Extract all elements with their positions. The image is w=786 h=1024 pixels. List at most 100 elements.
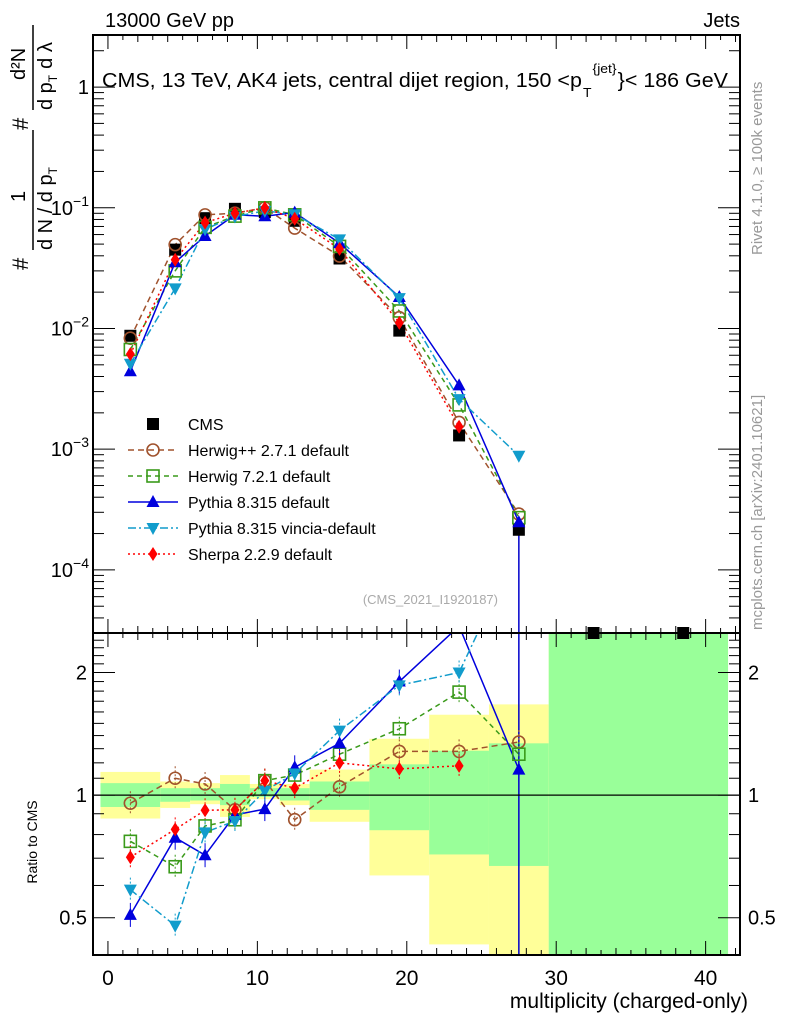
point-ratio-herwig-7-2-1-default <box>392 721 407 736</box>
axes: 0 10 20 30 40 1 10−1 10−2 10−3 10−4 2 2 1 1 0.5 0.5 <box>51 34 776 990</box>
line-main-pythia-8-315-default <box>129 211 520 523</box>
point-ratio-sherpa-2-2-9-default <box>125 850 135 865</box>
y-label-hash-2: # <box>8 117 33 130</box>
header-right: Jets <box>703 10 740 32</box>
ratio-y-tick-label-left: 2 <box>76 662 87 684</box>
y-label-hash-1: # <box>8 257 33 270</box>
point-ratio-pythia-8-315-vincia-default <box>198 827 212 840</box>
y-tick-label: 10−4 <box>51 555 89 582</box>
legend-marker-icon <box>148 547 158 561</box>
point-ratio-pythia-8-315-default <box>168 830 182 843</box>
title-sup: {jet} <box>593 61 618 76</box>
point-ratio-sherpa-2-2-9-default <box>170 822 180 837</box>
ratio-y-tick-label-right: 0.5 <box>748 908 776 930</box>
y-tick-label: 10−2 <box>51 313 89 340</box>
point-ratio-pythia-8-315-vincia-default <box>288 768 302 781</box>
point-main-pythia-8-315-vincia-default <box>452 394 466 407</box>
point-ratio-pythia-8-315-vincia-default <box>228 815 242 828</box>
ratio-y-tick-label-right: 2 <box>748 662 759 684</box>
x-axis-label: multiplicity (charged-only) <box>510 990 748 1013</box>
series-lines <box>129 207 520 955</box>
y-label-numerator: d²N <box>8 48 30 80</box>
point-main-sherpa-2-2-9-default <box>335 241 345 256</box>
point-main-sherpa-2-2-9-default <box>290 211 300 226</box>
y-tick-label: 10−3 <box>51 434 89 461</box>
line-main-sherpa-2-2-9-default <box>129 207 460 428</box>
title-sub: T <box>583 85 592 100</box>
point-main-pythia-8-315-vincia-default <box>168 283 182 296</box>
title-end: }< 186 GeV <box>618 70 729 92</box>
x-tick-label: 30 <box>545 967 568 990</box>
point-main-pythia-8-315-vincia-default <box>392 293 406 306</box>
ratio-y-tick-label-left: 1 <box>76 785 87 807</box>
x-tick-label: 10 <box>246 967 269 990</box>
point-ratio-herwig-7-2-1-default <box>512 747 526 762</box>
legend-marker-icon <box>146 495 160 507</box>
ratio-bands <box>100 633 729 955</box>
point-ratio-pythia-8-315-vincia-default <box>168 920 182 933</box>
point-ratio-pythia-8-315-default <box>512 762 526 775</box>
point-ratio-sherpa-2-2-9-default <box>335 755 345 770</box>
point-main-pythia-8-315-default <box>452 378 466 391</box>
y-label-one: 1 <box>8 191 30 202</box>
point-ratio-herwig-2-7-1-default <box>168 771 182 786</box>
point-ratio-pythia-8-315-vincia-default <box>452 667 466 680</box>
point-ratio-pythia-8-315-vincia-default <box>392 680 406 693</box>
cms-point <box>169 243 182 256</box>
point-ratio-sherpa-2-2-9-default <box>260 773 270 788</box>
point-ratio-pythia-8-315-default <box>123 907 137 920</box>
legend-label: CMS <box>188 417 224 434</box>
line-main-pythia-8-315-vincia-default <box>129 210 520 457</box>
cms-point <box>393 324 406 337</box>
x-tick-label: 40 <box>694 967 717 990</box>
legend-label: Herwig 7.2.1 default <box>188 469 331 486</box>
line-main-herwig-7-2-1-default <box>129 207 520 518</box>
point-ratio-pythia-8-315-default <box>333 736 347 749</box>
legend-marker-icon <box>146 443 160 457</box>
legend-label: Pythia 8.315 default <box>188 495 330 512</box>
legend-entry: Pythia 8.315 default <box>128 495 330 512</box>
point-main-herwig-2-7-1-default <box>168 237 182 252</box>
line-main-herwig-2-7-1-default <box>129 207 520 515</box>
point-ratio-herwig-2-7-1-default <box>123 796 138 811</box>
band-stat <box>548 633 729 955</box>
point-ratio-sherpa-2-2-9-default <box>394 761 404 776</box>
ratio-y-tick-label-right: 1 <box>748 785 759 807</box>
y-label-denominator-2: d pTd λ <box>35 42 60 110</box>
legend-marker-icon <box>146 523 160 535</box>
point-main-sherpa-2-2-9-default <box>260 200 270 215</box>
plot-title: CMS, 13 TeV, AK4 jets, central dijet reg… <box>102 61 729 100</box>
legend-entry: CMS <box>147 417 224 434</box>
series-markers <box>123 200 690 933</box>
point-ratio-sherpa-2-2-9-default <box>230 802 240 817</box>
point-ratio-pythia-8-315-vincia-default <box>258 785 272 798</box>
point-main-pythia-8-315-vincia-default <box>198 224 212 237</box>
point-ratio-sherpa-2-2-9-default <box>290 781 300 796</box>
analysis-id: (CMS_2021_I1920187) <box>363 592 498 607</box>
header-left: 13000 GeV pp <box>105 10 234 32</box>
point-ratio-sherpa-2-2-9-default <box>200 803 210 818</box>
legend-label: Pythia 8.315 vincia-default <box>188 521 376 538</box>
legend-entry: Sherpa 2.2.9 default <box>128 547 333 564</box>
point-ratio-herwig-7-2-1-default <box>123 834 138 849</box>
point-ratio-herwig-2-7-1-default <box>452 744 466 759</box>
point-main-sherpa-2-2-9-default <box>454 419 464 434</box>
cms-point <box>453 429 466 442</box>
line-ratio-pythia-8-315-default <box>129 633 520 916</box>
point-ratio-herwig-7-2-1-default <box>452 685 466 699</box>
cms-point <box>124 329 137 342</box>
legend: CMS Herwig++ 2.7.1 default Herwig 7.2.1 de… <box>128 417 376 564</box>
rivet-label: Rivet 4.1.0, ≥ 100k events <box>749 82 766 255</box>
main-y-label: # 1 d N / d pT # d²N d pTd λ <box>8 25 60 270</box>
x-tick-label: 20 <box>395 967 418 990</box>
point-ratio-pythia-8-315-default <box>198 848 212 861</box>
point-main-sherpa-2-2-9-default <box>170 252 180 267</box>
point-main-sherpa-2-2-9-default <box>200 215 210 230</box>
point-main-sherpa-2-2-9-default <box>394 315 404 330</box>
y-tick-label: 10−1 <box>51 193 89 220</box>
y-tick-label: 1 <box>78 77 89 99</box>
mcplots-label: mcplots.cern.ch [arXiv:2401.10621] <box>749 395 766 630</box>
point-ratio-herwig-2-7-1-default <box>198 777 212 791</box>
point-main-pythia-8-315-vincia-default <box>333 234 347 247</box>
point-ratio-pythia-8-315-vincia-default <box>333 725 347 738</box>
